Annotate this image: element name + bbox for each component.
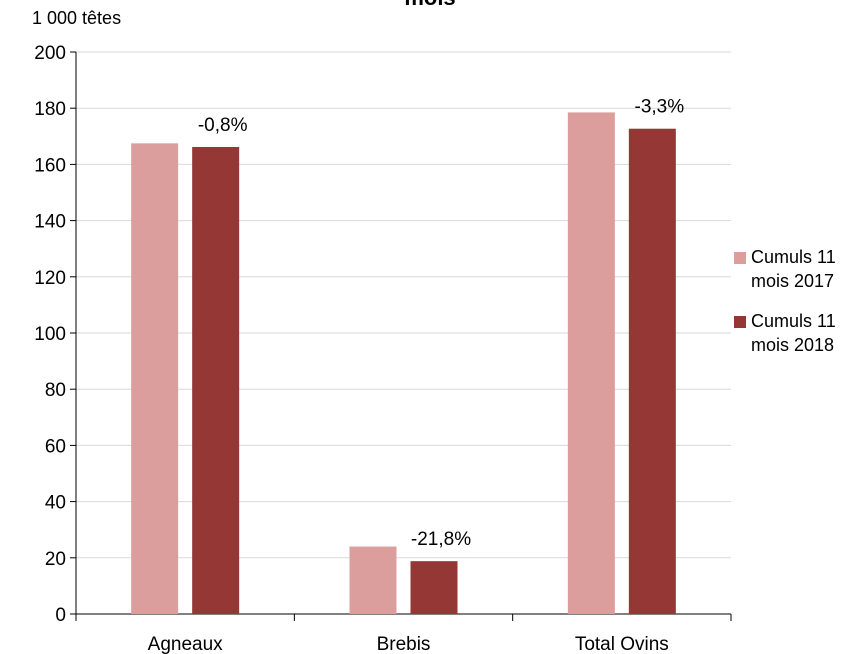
y-tick-label: 40	[45, 493, 66, 514]
legend-swatch-2017	[734, 252, 746, 264]
legend-item-2017: Cumuls 11 mois 2017	[734, 245, 867, 293]
y-tick-label: 120	[34, 268, 66, 289]
y-tick-label: 0	[55, 605, 66, 626]
x-tick-label: Total Ovins	[575, 634, 669, 654]
y-tick-label: 140	[34, 212, 66, 233]
legend: Cumuls 11 mois 2017 Cumuls 11 mois 2018	[734, 245, 867, 373]
y-tick-label: 100	[34, 324, 66, 345]
legend-swatch-2018	[734, 316, 746, 328]
y-tick-label: 200	[34, 43, 66, 64]
bar-total-ovins-2017	[567, 112, 615, 614]
bar-total-ovins-2018	[628, 128, 676, 614]
y-tick-label: 180	[34, 99, 66, 120]
y-tick-label: 160	[34, 155, 66, 176]
y-tick-label: 80	[45, 380, 66, 401]
bar-annotation: -21,8%	[411, 529, 471, 550]
x-tick-label: Brebis	[377, 634, 431, 654]
y-tick-label: 20	[45, 549, 66, 570]
bar-agneaux-2017	[131, 143, 179, 614]
x-tick-label: Agneaux	[148, 634, 224, 654]
bar-annotation: -0,8%	[198, 115, 248, 136]
chart-title: mois	[330, 0, 530, 12]
legend-label-2018: Cumuls 11 mois 2018	[751, 311, 836, 355]
bar-agneaux-2018	[192, 146, 240, 614]
legend-label-2017: Cumuls 11 mois 2017	[751, 247, 836, 291]
y-tick-label: 60	[45, 436, 66, 457]
bar-brebis-2018	[410, 561, 458, 614]
y-axis-unit-label: 1 000 têtes	[32, 8, 122, 28]
legend-item-2018: Cumuls 11 mois 2018	[734, 309, 867, 357]
bar-annotation: -3,3%	[635, 97, 685, 118]
bar-brebis-2017	[349, 546, 397, 614]
